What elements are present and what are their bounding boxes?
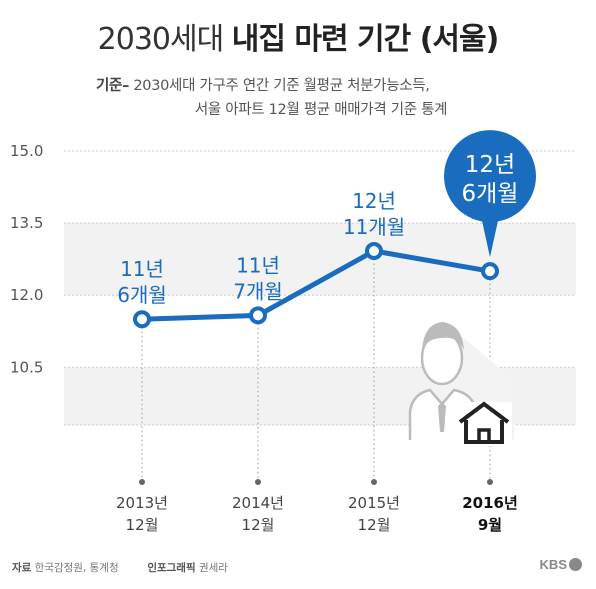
- chart-title: 2030세대 내집 마련 기간 (서울): [0, 14, 596, 58]
- data-point: [133, 310, 151, 329]
- data-label-months: 11개월: [343, 215, 405, 239]
- data-label-months: 6개월: [462, 181, 519, 207]
- data-label-months: 6개월: [117, 283, 167, 307]
- credit-label: 인포그래픽: [147, 562, 196, 574]
- x-tick-label: 2014년: [232, 494, 284, 512]
- axis-dot: [371, 479, 377, 485]
- data-label-years: 12년: [465, 152, 515, 178]
- data-point: [481, 262, 499, 281]
- y-tick-label: 12.0: [10, 286, 43, 304]
- data-point: [249, 306, 267, 325]
- x-tick-label: 12월: [126, 516, 159, 534]
- source-text: 한국감정원, 통계청: [34, 562, 119, 574]
- x-tick-label: 2015년: [348, 494, 400, 512]
- credit-text: 권세라: [198, 562, 228, 574]
- subtitle-line1: 2030세대 가구주 연간 기준 월평균 처분가능소득,: [133, 78, 430, 94]
- x-tick-label: 12월: [242, 516, 275, 534]
- logo-dot-icon: [569, 558, 582, 571]
- x-tick-label: 9월: [478, 516, 502, 534]
- series-line: [141, 248, 491, 322]
- axis-dot: [487, 479, 493, 485]
- title-bold: 내집 마련 기간 (서울): [231, 22, 500, 57]
- axis-dot: [139, 479, 145, 485]
- subtitle-line2: 서울 아파트 12월 평균 매매가격 기준 통계: [194, 102, 448, 118]
- y-tick-label: 15.0: [10, 142, 43, 160]
- data-point: [365, 241, 383, 260]
- x-tick-label: 2016년: [462, 494, 518, 512]
- footer: 자료 한국감정원, 통계청 인포그래픽 권세라: [12, 560, 228, 575]
- logo-text: KBS: [539, 557, 567, 572]
- data-label-years: 11년: [236, 253, 280, 277]
- house-icon: [456, 401, 512, 446]
- x-tick-label: 12월: [358, 516, 391, 534]
- data-label-years: 11년: [120, 257, 164, 281]
- data-label-months: 7개월: [233, 279, 283, 303]
- y-tick-label: 13.5: [10, 214, 43, 232]
- source-label: 자료: [12, 562, 32, 574]
- data-label-years: 12년: [352, 189, 396, 213]
- callout-bubble: [444, 130, 536, 223]
- x-tick-label: 2013년: [116, 494, 168, 512]
- axis-dot: [255, 479, 261, 485]
- subtitle-lead: 기준–: [96, 78, 130, 94]
- title-light: 2030세대: [97, 22, 225, 57]
- kbs-logo: KBS: [540, 557, 582, 572]
- y-tick-label: 10.5: [10, 358, 43, 376]
- callout-pointer: [481, 216, 499, 258]
- subtitle: 기준– 2030세대 가구주 연간 기준 월평균 처분가능소득, 서울 아파트 …: [96, 74, 576, 122]
